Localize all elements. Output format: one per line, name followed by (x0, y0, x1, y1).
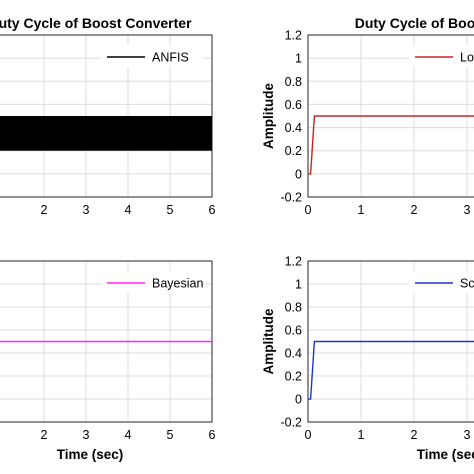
y-tick-label: 0.8 (285, 75, 302, 89)
x-tick-label: 5 (167, 428, 174, 442)
y-tick-label: 0 (295, 167, 302, 181)
x-tick-label: 5 (167, 203, 174, 217)
series-line-Scale (308, 340, 474, 400)
legend-box (409, 271, 474, 293)
y-tick-label: 0.2 (285, 144, 302, 158)
x-axis-label: Time (sec) (417, 447, 474, 462)
x-tick-label: 3 (464, 428, 471, 442)
chart-panel-4: -0.200.20.40.60.811.201234ScaleTime (sec… (261, 255, 474, 462)
y-tick-label: 0 (295, 393, 302, 407)
x-tick-label: 2 (411, 428, 418, 442)
legend-label: Bayesian (152, 277, 203, 291)
y-tick-label: 0.6 (285, 324, 302, 338)
legend-box (101, 45, 203, 67)
y-tick-label: 0.8 (285, 301, 302, 315)
y-tick-label: -0.2 (280, 416, 302, 430)
legend-box (101, 271, 203, 293)
legend-label: Lo (460, 51, 474, 65)
x-tick-label: 2 (41, 203, 48, 217)
y-tick-label: 1.2 (285, 255, 302, 269)
x-tick-label: 3 (83, 428, 90, 442)
y-tick-label: -0.2 (280, 191, 302, 205)
y-tick-label: 1 (295, 52, 302, 66)
series-line-Lo (308, 115, 474, 175)
y-tick-label: 0.6 (285, 98, 302, 112)
x-tick-label: 2 (41, 428, 48, 442)
x-axis-label: Time (sec) (57, 447, 124, 462)
legend-box (409, 45, 474, 67)
legend-label: Scale (460, 277, 474, 291)
x-tick-label: 1 (358, 428, 365, 442)
x-tick-label: 0 (305, 203, 312, 217)
legend-label: ANFIS (152, 51, 189, 65)
y-tick-label: 1 (295, 278, 302, 292)
y-tick-label: 1.2 (285, 29, 302, 43)
x-tick-label: 3 (83, 203, 90, 217)
x-tick-label: 6 (209, 428, 216, 442)
y-axis-label: Amplitude (261, 308, 276, 374)
chart-panel-3: 2 3 4 5 6 Bayesian Time (sec) (0, 260, 216, 462)
y-tick-label: 0.4 (285, 121, 302, 135)
series-band-ANFIS (0, 116, 212, 151)
x-tick-label: 3 (464, 203, 471, 217)
chart-title: Duty Cycle of Boo (355, 15, 474, 31)
y-tick-label: 0.2 (285, 370, 302, 384)
y-axis-label: Amplitude (261, 83, 276, 149)
x-tick-label: 4 (125, 428, 132, 442)
x-tick-label: 2 (411, 203, 418, 217)
x-tick-label: 0 (305, 428, 312, 442)
x-tick-label: 6 (209, 203, 216, 217)
chart-panel-1: 2 3 4 5 6 ANFIS Duty Cycle of Boost Converter (0, 15, 216, 217)
x-tick-label: 1 (358, 203, 365, 217)
plot-frame (307, 260, 474, 423)
plot-frame (307, 34, 474, 198)
x-tick-label: 4 (125, 203, 132, 217)
chart-title: Duty Cycle of Boost Converter (0, 15, 192, 31)
chart-panel-2: -0.200.20.40.60.811.201234LoDuty Cycle o… (261, 15, 474, 217)
y-tick-label: 0.4 (285, 347, 302, 361)
